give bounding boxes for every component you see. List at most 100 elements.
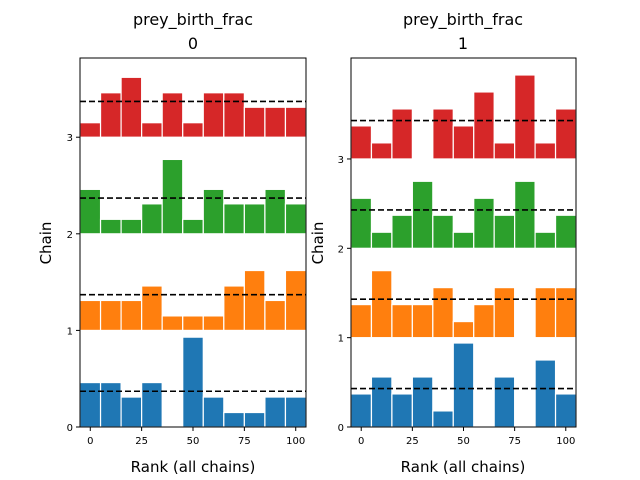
y-tick-label: 1 [338, 334, 344, 345]
bar-chain-1-bin-1 [99, 299, 122, 332]
bar-chain-3-bin-4 [432, 108, 454, 160]
x-tick-label: 75 [508, 436, 521, 447]
bar-chain-1-bin-0 [79, 299, 102, 332]
bar-chain-2-bin-9 [534, 231, 557, 249]
bar-chain-2-bin-10 [284, 203, 307, 235]
series-chain-3 [79, 76, 307, 138]
y-tick-label: 0 [67, 423, 73, 434]
bar-chain-1-bin-6 [473, 304, 495, 339]
chart-title-line2: 0 [188, 34, 198, 53]
bar-chain-3-bin-0 [350, 125, 373, 160]
bar-chain-0-bin-8 [243, 411, 266, 428]
bar-chain-3-bin-3 [141, 122, 163, 138]
bar-chain-2-bin-7 [493, 214, 516, 249]
bar-chain-2-bin-6 [473, 197, 495, 249]
x-tick-label: 25 [406, 436, 419, 447]
bar-chain-0-bin-6 [202, 396, 225, 428]
bar-chain-1-bin-8 [243, 269, 266, 332]
bar-chain-1-bin-7 [493, 287, 516, 339]
bar-chain-1-bin-10 [284, 269, 307, 332]
bar-chain-0-bin-0 [350, 393, 373, 428]
bar-chain-3-bin-9 [534, 142, 557, 160]
bar-chain-2-bin-8 [514, 180, 536, 249]
y-tick-label: 0 [338, 423, 344, 434]
bar-chain-0-bin-10 [284, 396, 307, 428]
bar-chain-1-bin-2 [391, 304, 413, 339]
bar-chain-3-bin-1 [370, 142, 393, 160]
bar-chain-2-bin-2 [391, 214, 413, 249]
bar-chain-1-bin-4 [432, 287, 454, 339]
x-axis-label: Rank (all chains) [401, 458, 526, 476]
bar-chain-1-bin-5 [182, 315, 204, 332]
series-chain-1 [350, 270, 577, 339]
bar-chain-2-bin-2 [120, 218, 143, 235]
bar-chain-3-bin-4 [161, 92, 184, 138]
bar-chain-0-bin-3 [411, 376, 434, 428]
y-axis-label: Chain [309, 222, 327, 265]
y-tick-label: 2 [338, 244, 344, 255]
bar-chain-2-bin-3 [141, 203, 163, 235]
chart-title-line1: prey_birth_frac [133, 10, 253, 30]
bar-chain-2-bin-6 [202, 188, 225, 235]
bar-chain-2-bin-10 [554, 214, 577, 249]
plot-area [79, 76, 307, 428]
bar-chain-0-bin-10 [554, 393, 577, 428]
bar-chain-2-bin-0 [350, 197, 373, 249]
y-tick-label: 2 [67, 230, 73, 241]
x-tick-label: 25 [135, 436, 148, 447]
series-chain-0 [350, 342, 577, 428]
bar-chain-0-bin-5 [182, 336, 204, 428]
chart-panel-1: prey_birth_frac 1 Rank (all chains) Chai… [309, 10, 577, 476]
bar-chain-3-bin-9 [264, 106, 287, 138]
bar-chain-0-bin-7 [223, 411, 245, 428]
bar-chain-1-bin-10 [554, 287, 577, 339]
bar-chain-3-bin-1 [99, 92, 122, 138]
bar-chain-0-bin-9 [264, 396, 287, 428]
bar-chain-0-bin-1 [370, 376, 393, 428]
bar-chain-1-bin-5 [452, 320, 475, 339]
x-axis-label: Rank (all chains) [131, 458, 256, 476]
bar-chain-0-bin-0 [79, 381, 102, 428]
y-tick-label: 3 [338, 155, 344, 166]
bar-chain-1-bin-9 [534, 287, 557, 339]
bar-chain-3-bin-2 [391, 108, 413, 160]
bar-chain-3-bin-8 [514, 74, 536, 160]
bar-chain-0-bin-4 [432, 410, 454, 428]
x-tick-label: 50 [457, 436, 470, 447]
bar-chain-3-bin-7 [223, 92, 245, 138]
bar-chain-3-bin-6 [202, 92, 225, 138]
x-tick-label: 50 [187, 436, 200, 447]
bar-chain-1-bin-1 [370, 270, 393, 339]
bar-chain-3-bin-5 [452, 125, 475, 160]
bar-chain-1-bin-7 [223, 285, 245, 332]
bar-chain-1-bin-6 [202, 315, 225, 332]
bar-chain-1-bin-2 [120, 299, 143, 332]
y-tick-label: 1 [67, 326, 73, 337]
bar-chain-2-bin-0 [79, 188, 102, 235]
bar-chain-2-bin-4 [432, 214, 454, 249]
x-tick-label: 100 [286, 436, 305, 447]
bar-chain-2-bin-8 [243, 203, 266, 235]
bar-chain-2-bin-3 [411, 180, 434, 249]
chart-title-line2: 1 [458, 34, 468, 53]
bar-chain-1-bin-3 [141, 285, 163, 332]
bar-chain-0-bin-2 [391, 393, 413, 428]
x-tick-label: 0 [358, 436, 364, 447]
bar-chain-3-bin-2 [120, 76, 143, 138]
bar-chain-0-bin-5 [452, 342, 475, 428]
bar-chain-0-bin-3 [141, 381, 163, 428]
bar-chain-2-bin-1 [99, 218, 122, 235]
bar-chain-2-bin-9 [264, 188, 287, 235]
bar-chain-0-bin-2 [120, 396, 143, 428]
bar-chain-1-bin-4 [161, 315, 184, 332]
bar-chain-0-bin-9 [534, 359, 557, 428]
bar-chain-2-bin-5 [452, 231, 475, 249]
bar-chain-3-bin-10 [284, 106, 307, 138]
bar-chain-3-bin-8 [243, 106, 266, 138]
bar-chain-3-bin-10 [554, 108, 577, 160]
bar-chain-0-bin-1 [99, 381, 122, 428]
bar-chain-1-bin-3 [411, 304, 434, 339]
bar-chain-1-bin-9 [264, 299, 287, 332]
x-tick-label: 100 [556, 436, 575, 447]
x-tick-label: 75 [238, 436, 251, 447]
